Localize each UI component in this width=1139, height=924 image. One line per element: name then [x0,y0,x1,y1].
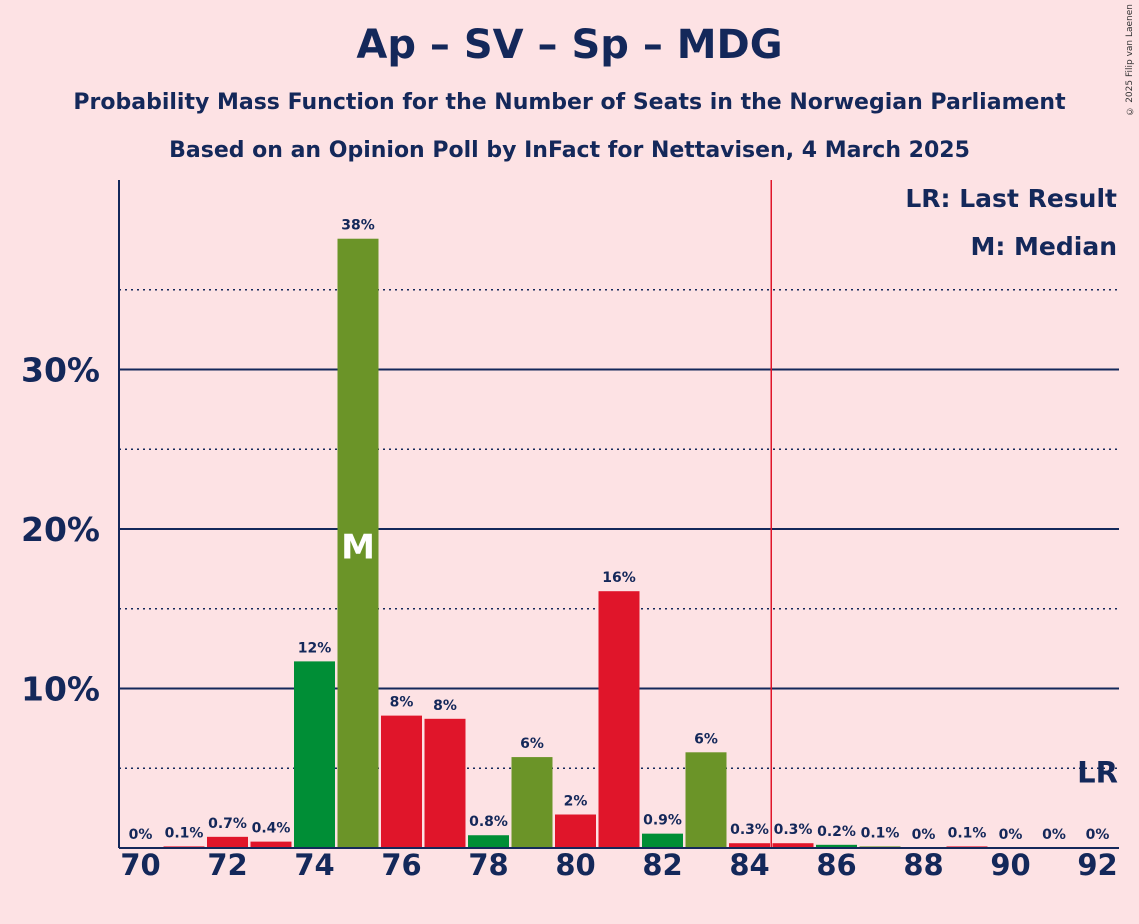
bar-value-label: 0% [129,827,153,843]
bar-value-label: 0.7% [208,816,247,832]
x-tick-label: 78 [468,848,508,882]
chart-subtitle-2: Based on an Opinion Poll by InFact for N… [169,138,970,163]
bar [294,661,335,848]
bar [729,843,770,848]
bar-value-label: 6% [520,736,544,752]
legend-median: M: Median [970,232,1117,261]
bar-value-label: 0.3% [730,822,769,838]
x-tick-label: 88 [903,848,943,882]
y-tick-label: 10% [21,670,100,709]
x-tick-label: 92 [1077,848,1117,882]
x-tick-label: 76 [381,848,421,882]
bar [250,841,292,848]
chart-title: Ap – SV – Sp – MDG [356,22,783,68]
bar [555,814,596,848]
bar-value-label: 0% [999,827,1023,843]
bar [468,835,509,848]
bar [424,718,466,848]
bar-value-label: 0.8% [469,814,508,830]
bar [511,757,553,848]
legend-last-result: LR: Last Result [905,184,1117,213]
bar [598,591,640,848]
bar [772,843,814,848]
bar-value-label: 0% [912,827,936,843]
bar-value-label: 0% [1086,827,1110,843]
bar-value-label: 0.1% [948,825,987,841]
bar [381,715,422,848]
chart-subtitle-1: Probability Mass Function for the Number… [73,90,1066,115]
x-tick-label: 90 [990,848,1030,882]
x-tick-label: 84 [729,848,769,882]
bar-value-label: 12% [298,640,332,656]
bar-value-label: 0.1% [861,825,900,841]
y-tick-label: 30% [21,351,100,390]
bar [685,752,727,848]
x-tick-label: 72 [207,848,247,882]
bar [207,836,248,848]
bar-value-label: 0.1% [165,825,204,841]
x-tick-label: 74 [294,848,334,882]
x-tick-label: 82 [642,848,682,882]
y-tick-label: 20% [21,510,100,549]
bar-value-label: 0.3% [774,822,813,838]
bar-value-label: 2% [564,794,588,810]
bar-value-label: 0% [1042,827,1066,843]
median-marker: M [341,528,375,568]
bar [642,833,683,848]
bar-value-label: 16% [602,570,636,586]
bar-value-label: 38% [341,218,375,234]
bar-value-label: 0.9% [643,813,682,829]
bar-value-label: 0.4% [252,821,291,837]
bar-value-label: 8% [433,698,457,714]
x-tick-label: 86 [816,848,856,882]
bar-value-label: 0.2% [817,824,856,840]
bar-value-label: 6% [694,731,718,747]
x-tick-label: 70 [120,848,160,882]
bar [337,238,379,848]
x-tick-label: 80 [555,848,595,882]
last-result-marker: LR [1077,755,1118,789]
bar-value-label: 8% [390,695,414,711]
bar [816,844,857,848]
